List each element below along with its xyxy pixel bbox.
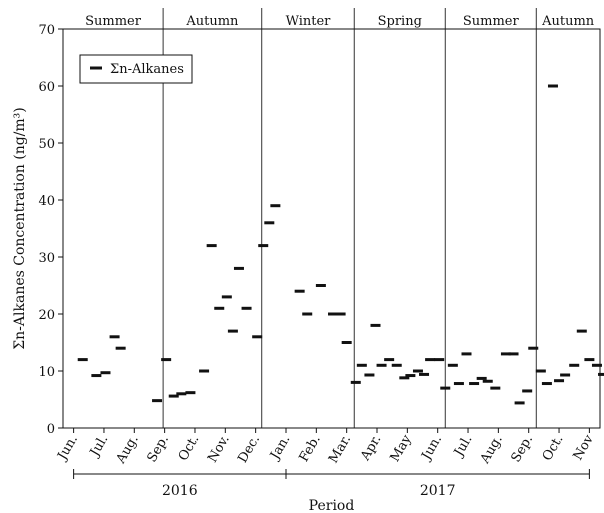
y-tick-label: 30 — [38, 251, 55, 266]
season-label: Winter — [286, 14, 332, 29]
season-label: Autumn — [541, 14, 595, 29]
y-axis: 0 10 20 30 40 50 60 70 — [38, 23, 63, 437]
y-tick-label: 0 — [47, 422, 55, 437]
season-label: Spring — [378, 14, 422, 29]
x-tick-label: Mar. — [326, 433, 354, 466]
x-tick-label: Nov. — [205, 433, 233, 466]
y-axis-title: Σn-Alkanes Concentration (ng/m³) — [12, 107, 28, 349]
x-axis-title: Period — [309, 498, 355, 513]
year-label: 2017 — [420, 483, 456, 499]
x-tick-label: Jun. — [54, 433, 81, 465]
season-label: Summer — [463, 14, 520, 29]
year-label: 2016 — [162, 483, 198, 499]
x-axis: Jun. Jul. Aug. Sep. Oct. Nov. Dec. Jan. Feb. Mar.… — [54, 428, 597, 467]
y-tick-label: 40 — [38, 194, 55, 209]
x-tick-label: May — [388, 432, 416, 465]
x-tick-label: Sep. — [509, 433, 537, 466]
y-tick-label: 70 — [38, 23, 55, 38]
x-tick-label: Jul. — [451, 433, 476, 461]
x-tick-label: Oct. — [176, 433, 203, 464]
x-tick-label: Jun. — [418, 433, 445, 465]
legend: Σn-Alkanes — [79, 54, 193, 84]
x-tick-label: Aug. — [477, 432, 506, 467]
plot-frame — [62, 28, 601, 429]
data-points — [77, 84, 604, 405]
y-tick-label: 60 — [38, 80, 55, 95]
y-tick-label: 50 — [38, 137, 55, 152]
legend-label: Σn-Alkanes — [110, 62, 184, 77]
season-label: Summer — [85, 14, 142, 29]
x-tick-label: Aug. — [113, 433, 142, 468]
season-dividers: Summer Autumn Winter Spring Summer Autumn — [85, 8, 595, 428]
x-tick-label: Feb. — [297, 433, 324, 465]
year-timeline: 2016 2017 — [73, 469, 590, 499]
y-tick-label: 20 — [38, 308, 55, 323]
x-tick-label: Jul. — [86, 433, 111, 461]
x-tick-label: Dec. — [235, 433, 263, 466]
x-tick-label: Jan. — [267, 433, 294, 464]
x-tick-label: Sep. — [145, 433, 173, 466]
season-label: Autumn — [185, 14, 239, 29]
x-tick-label: Apr. — [358, 433, 385, 464]
x-tick-label: Nov — [571, 432, 598, 463]
y-tick-label: 10 — [38, 365, 55, 380]
x-tick-label: Oct. — [540, 433, 567, 464]
